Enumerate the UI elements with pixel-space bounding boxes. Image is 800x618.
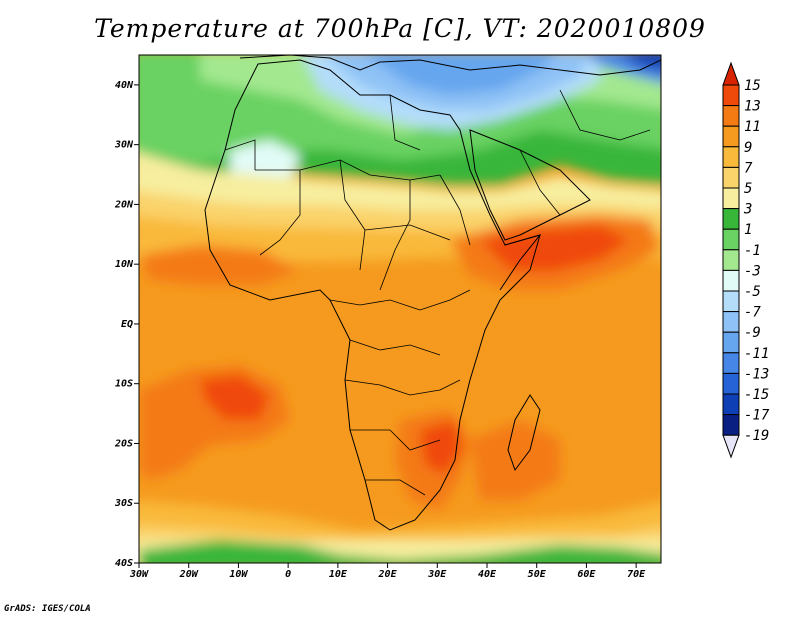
lat-tick-label: 10S (115, 379, 133, 390)
colorbar-box (722, 414, 740, 436)
colorbar-box (722, 269, 740, 292)
map-axes: 30W 20W 10W 0 10E 20E 30E 40E 50E 60E 70E 40N 30N 20N… (114, 54, 662, 580)
colorbar-box (722, 372, 740, 395)
colorbar-label: 9 (744, 140, 752, 156)
colorbar-label: 15 (744, 78, 761, 94)
colorbar-box (722, 290, 740, 313)
lon-tick-label: 70E (627, 569, 646, 580)
temperature-field (139, 55, 661, 563)
colorbar-box (722, 146, 740, 168)
colorbar-box (722, 393, 740, 416)
colorbar-bottom-arrow (722, 434, 740, 459)
coastlines (204, 55, 661, 531)
colorbar-label: 11 (744, 119, 761, 135)
field-band-1c-south (139, 540, 661, 563)
field-band-minus9c (367, 55, 555, 95)
colorbar-label: -11 (744, 346, 769, 362)
colorbar-box (722, 208, 740, 230)
lon-tick-label: 0 (285, 569, 291, 580)
europe-coastline (239, 55, 661, 76)
colorbar-label: -5 (744, 284, 761, 300)
field-band-3c (139, 152, 661, 220)
colorbar-label: -17 (744, 408, 770, 424)
lat-tick-label: 40N (115, 80, 134, 91)
lon-tick-label: 30E (427, 569, 447, 580)
lat-tick-label: 40S (115, 558, 133, 569)
colorbar-box (722, 105, 740, 127)
lon-tick-label: 20E (378, 569, 398, 580)
lat-tick-label: 30S (114, 498, 133, 509)
lon-tick-label: 10E (329, 569, 348, 580)
colorbar-box (722, 166, 740, 189)
lat-tick-label: 30N (114, 140, 134, 151)
colorbar-label: -19 (744, 428, 769, 444)
colorbar-top-arrow (722, 61, 740, 86)
colorbar-label: -9 (744, 325, 761, 341)
lon-tick-label: 50E (528, 569, 547, 580)
lat-tick-label: 20N (114, 199, 134, 210)
lat-tick-label: 10N (115, 259, 134, 270)
colorbar: 15 13 11 9 7 5 3 1 -1 -3 -5 -7 -9 -11 -13 -15 -17 -19 (722, 61, 770, 459)
colorbar-box (722, 187, 740, 210)
colorbar-label: 5 (744, 181, 752, 197)
madagascar-coastline (507, 394, 541, 472)
country-borders (224, 89, 651, 496)
colorbar-label: 13 (744, 99, 761, 115)
colorbar-box (722, 228, 740, 251)
field-band-13c-east-africa (480, 225, 630, 272)
field-band-13c-atlantic (200, 375, 270, 420)
field-band-minus17c (622, 55, 661, 71)
horn-coastline (499, 234, 542, 291)
lon-tick-label: 30W (129, 569, 149, 580)
field-band-13c-mozambique (420, 420, 462, 475)
lat-tick-label: EQ (121, 319, 133, 330)
colorbar-label: -3 (744, 263, 761, 279)
lon-tick-label: 60E (577, 569, 596, 580)
colorbar-label: -13 (744, 366, 769, 382)
colorbar-label: 1 (744, 222, 752, 238)
colorbar-box (722, 125, 740, 148)
lon-tick-label: 40E (478, 569, 497, 580)
colorbar-label: -15 (744, 387, 769, 403)
lat-tick-label: 20S (114, 438, 133, 449)
colorbar-box (722, 352, 740, 374)
grads-credit: GrADS: IGES/COLA (4, 604, 91, 614)
colorbar-box (722, 331, 740, 354)
colorbar-label: 3 (743, 202, 752, 218)
colorbar-box (722, 311, 740, 333)
map-frame (138, 54, 662, 564)
map-title: Temperature at 700hPa [C], VT: 202001080… (94, 14, 706, 43)
lon-tick-label: 10W (229, 569, 248, 580)
lon-tick-label: 20W (179, 569, 199, 580)
colorbar-box (722, 249, 740, 271)
colorbar-box (722, 84, 740, 107)
colorbar-label: -7 (744, 305, 761, 321)
colorbar-label: -1 (744, 243, 761, 259)
field-band-11c-indian-ocean (470, 420, 560, 500)
colorbar-label: 7 (744, 160, 753, 176)
arabia-coastline (469, 129, 591, 241)
africa-coastline (204, 59, 541, 531)
